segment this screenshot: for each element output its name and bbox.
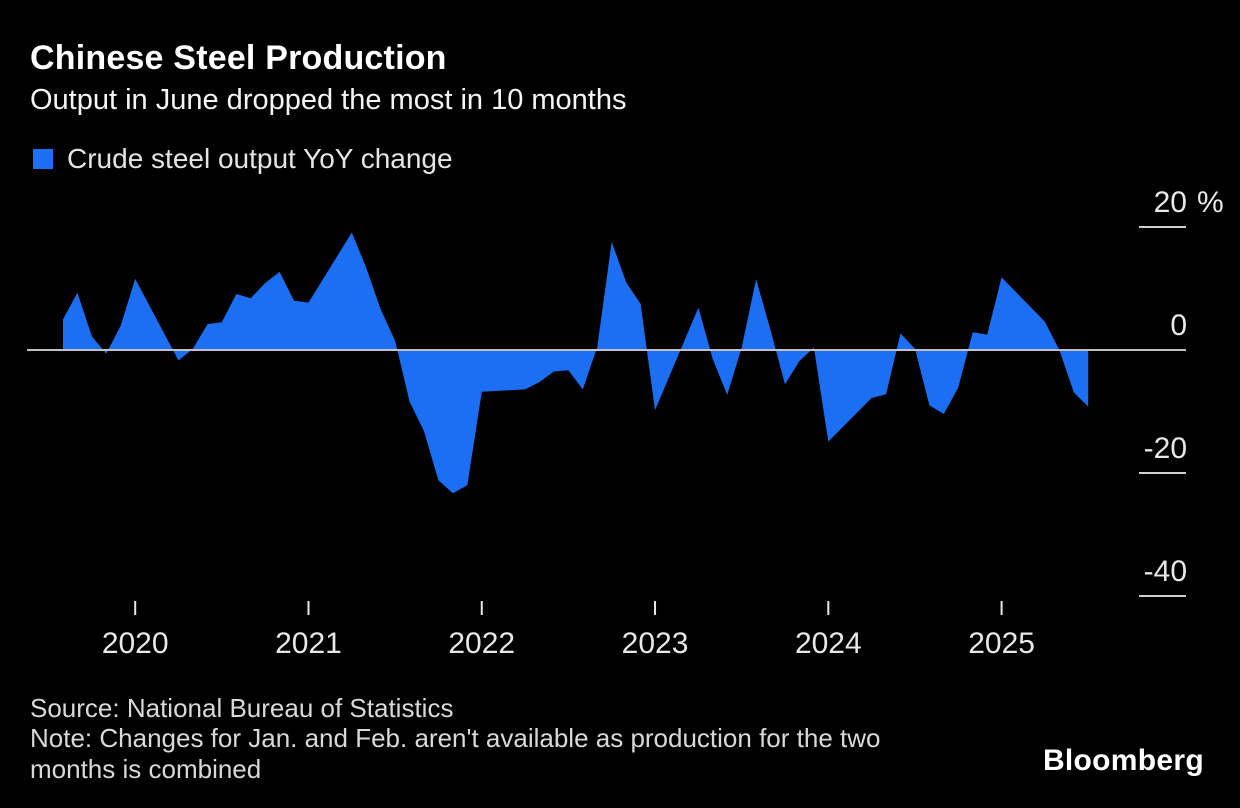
x-axis-label-2024: 2024 [794,627,862,660]
y-axis-label--40: -40 [1040,555,1187,589]
y-axis-label-value: 0 [1170,309,1187,342]
x-axis-label-2025: 2025 [968,627,1035,660]
chart-subtitle: Output in June dropped the most in 10 mo… [30,84,627,116]
y-axis-label-value: -20 [1143,432,1187,465]
x-axis-label-2022: 2022 [448,627,516,660]
legend-swatch-icon [33,149,53,169]
y-axis-label-value: -40 [1143,555,1187,588]
x-axis-label-2023: 2023 [621,627,689,660]
y-axis-label-0: 0 [1040,309,1187,343]
chart-title: Chinese Steel Production [30,39,447,77]
bloomberg-logo: Bloomberg [1042,744,1204,777]
source-text: Source: National Bureau of Statistics [30,693,454,723]
x-axis-label-2020: 2020 [101,627,169,660]
note-text: Note: Changes for Jan. and Feb. aren't a… [30,723,881,784]
y-axis-label--20: -20 [1040,432,1187,466]
y-axis-unit-label: % [1197,186,1224,219]
y-axis-label-value: 20 [1153,186,1187,219]
yoy-area-series [63,232,1089,494]
legend-label: Crude steel output YoY change [67,143,453,174]
y-axis-label-20: 20% [1040,186,1224,220]
x-axis-label-2021: 2021 [275,627,342,660]
legend: Crude steel output YoY change [33,145,453,173]
